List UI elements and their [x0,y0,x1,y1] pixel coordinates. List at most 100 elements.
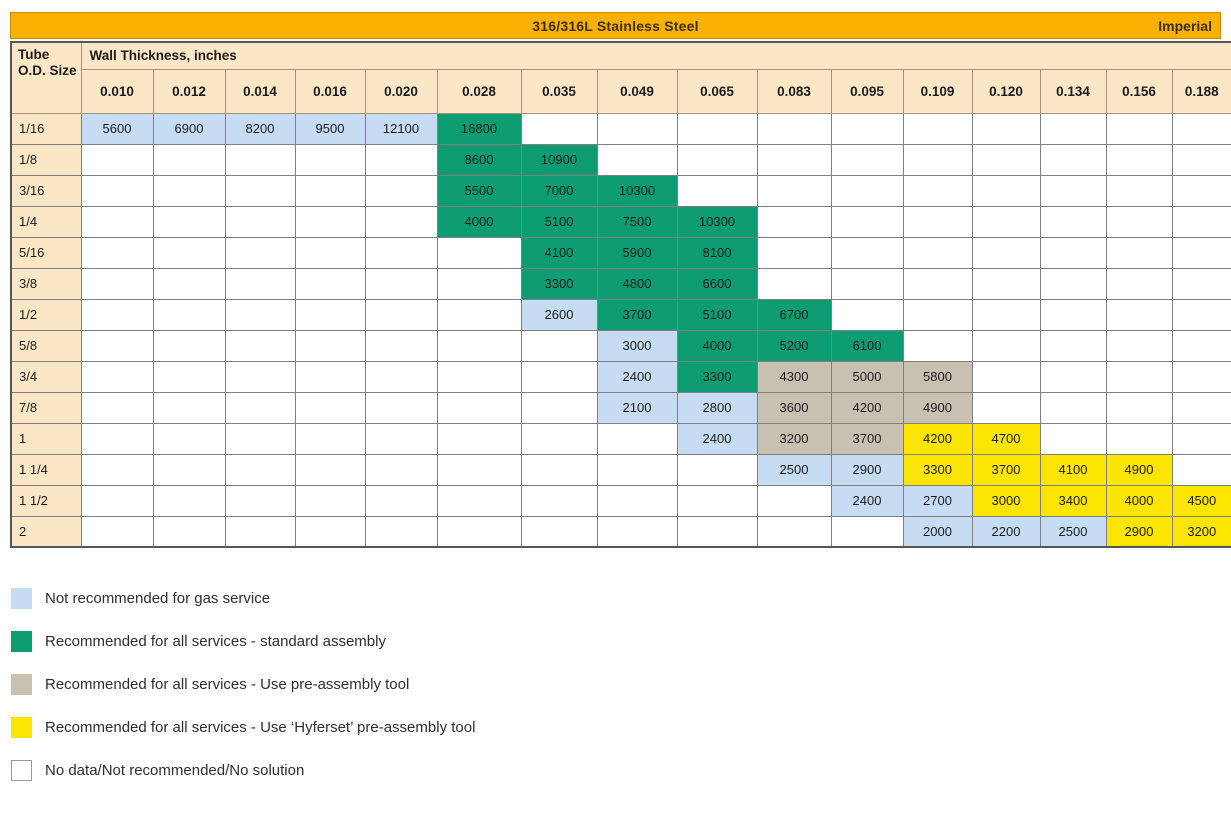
empty-cell [1171,205,1231,238]
empty-cell [902,143,973,176]
empty-cell [1039,391,1107,424]
pressure-cell: 4500 [1171,484,1231,517]
empty-cell [520,112,598,145]
row-label: 2 [10,515,82,548]
empty-cell [830,174,904,207]
pressure-cell: 3300 [676,360,758,393]
empty-cell [596,112,678,145]
empty-cell [364,515,438,548]
pressure-cell: 8200 [224,112,296,145]
empty-cell [152,422,226,455]
pressure-cell: 3200 [1171,515,1231,548]
pressure-cell: 2700 [902,484,973,517]
empty-cell [364,174,438,207]
empty-cell [152,360,226,393]
pressure-cell: 3400 [1039,484,1107,517]
empty-cell [152,236,226,269]
pressure-cell: 5600 [80,112,154,145]
empty-cell [436,391,522,424]
empty-cell [152,484,226,517]
empty-cell [152,329,226,362]
row-label: 5/16 [10,236,82,269]
empty-cell [971,205,1041,238]
pressure-cell: 4200 [830,391,904,424]
table-body: 1/16 5600 6900 8200 9500 12100 16800 1/8 8600 109… [10,112,1231,548]
empty-cell [971,143,1041,176]
empty-cell [1039,205,1107,238]
empty-cell [1039,174,1107,207]
row-label: 1/16 [10,112,82,145]
empty-cell [1105,267,1173,300]
page: 316/316L Stainless Steel Imperial Tube O… [10,12,1231,781]
empty-cell [596,484,678,517]
empty-cell [436,422,522,455]
empty-cell [1039,329,1107,362]
empty-cell [1105,422,1173,455]
empty-cell [294,391,366,424]
empty-cell [80,205,154,238]
empty-cell [1039,267,1107,300]
empty-cell [1171,143,1231,176]
pressure-cell: 5100 [520,205,598,238]
table-row: 3/8 3300 4800 6600 [10,267,1231,300]
empty-cell [436,515,522,548]
pressure-cell: 3700 [971,453,1041,486]
empty-cell [1171,298,1231,331]
legend-label: Recommended for all services - Use pre-a… [45,676,410,693]
row-label: 3/16 [10,174,82,207]
column-header: 0.134 [1039,68,1107,114]
empty-cell [224,205,296,238]
empty-cell [80,143,154,176]
empty-cell [364,205,438,238]
empty-cell [224,329,296,362]
empty-cell [971,298,1041,331]
pressure-cell: 3300 [902,453,973,486]
empty-cell [676,143,758,176]
empty-cell [971,174,1041,207]
empty-cell [224,453,296,486]
empty-cell [224,515,296,548]
pressure-cell: 2400 [676,422,758,455]
empty-cell [152,267,226,300]
table-row: 3/4 2400 3300 4300 5000 5800 [10,360,1231,393]
empty-cell [1039,422,1107,455]
empty-cell [80,484,154,517]
units-label: Imperial [1158,17,1212,34]
empty-cell [1105,360,1173,393]
empty-cell [364,453,438,486]
empty-cell [596,143,678,176]
column-header: 0.065 [676,68,758,114]
empty-cell [436,329,522,362]
table-row: 2 2000 2200 2500 2900 3200 [10,515,1231,548]
pressure-cell: 3600 [756,391,832,424]
empty-cell [294,329,366,362]
empty-cell [152,391,226,424]
row-label: 1/8 [10,143,82,176]
empty-cell [224,143,296,176]
empty-cell [436,453,522,486]
column-header: 0.014 [224,68,296,114]
empty-cell [294,515,366,548]
empty-cell [224,174,296,207]
empty-cell [80,453,154,486]
pressure-cell: 4900 [1105,453,1173,486]
empty-cell [830,143,904,176]
empty-cell [971,360,1041,393]
empty-cell [1039,236,1107,269]
empty-cell [152,453,226,486]
legend-swatch-hyf [11,717,32,738]
legend-label: Not recommended for gas service [45,590,271,607]
pressure-cell: 2400 [596,360,678,393]
empty-cell [80,267,154,300]
empty-cell [80,360,154,393]
empty-cell [1105,174,1173,207]
table-row: 1 1/4 2500 2900 3300 3700 4100 4900 [10,453,1231,486]
table-row: 1 1/2 2400 2700 3000 3400 4000 4500 [10,484,1231,517]
empty-cell [436,236,522,269]
table-row: 1/16 5600 6900 8200 9500 12100 16800 [10,112,1231,145]
pressure-cell: 4000 [436,205,522,238]
empty-cell [436,267,522,300]
pressure-cell: 2600 [520,298,598,331]
table-row: 3/16 5500 7000 10300 [10,174,1231,207]
empty-cell [676,112,758,145]
